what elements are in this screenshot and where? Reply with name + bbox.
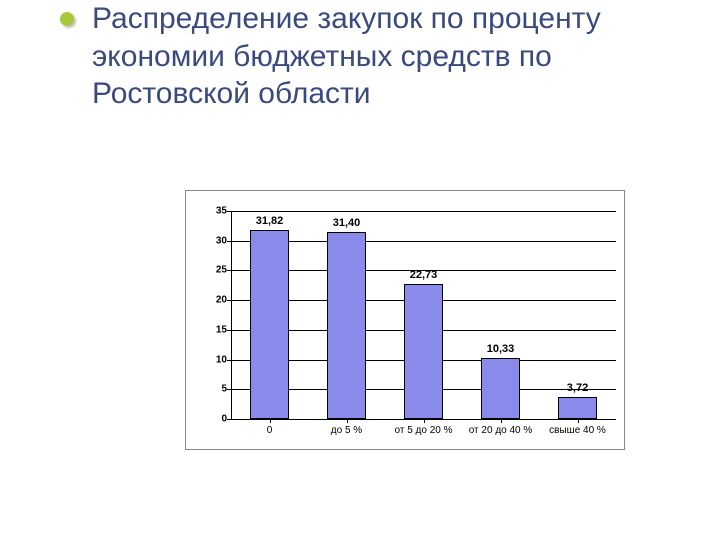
x-axis-label: от 20 до 40 %	[469, 425, 533, 436]
x-axis-label: до 5 %	[331, 425, 362, 436]
title-bullet-icon	[60, 12, 74, 26]
slide-title: Распределение закупок по проценту эконом…	[92, 0, 660, 113]
plot-area: 31,82 31,40 22,73 10,33 3,72	[231, 211, 616, 419]
slide: Распределение закупок по проценту эконом…	[0, 0, 720, 540]
bar	[250, 230, 289, 419]
y-axis-label: 20	[216, 295, 227, 306]
x-axis-label: от 5 до 20 %	[394, 425, 452, 436]
x-tick	[578, 419, 579, 423]
x-axis-label: 0	[267, 425, 273, 436]
bar-value-label: 10,33	[487, 343, 515, 355]
x-axis-labels: 0 до 5 % от 5 до 20 % от 20 до 40 % свыше 40…	[231, 419, 616, 449]
chart: 05101520253035 31,8231,4022,7310,333,72 …	[185, 190, 625, 450]
bar-value-label: 22,73	[410, 269, 438, 281]
bar-value-label: 3,72	[567, 382, 588, 394]
x-tick	[501, 419, 502, 423]
y-axis-label: 30	[216, 235, 227, 246]
bar-value-label: 31,40	[333, 217, 361, 229]
x-tick	[424, 419, 425, 423]
y-axis-label: 25	[216, 265, 227, 276]
x-tick	[270, 419, 271, 423]
bar	[558, 397, 597, 419]
bars: 31,82 31,40 22,73 10,33 3,72	[231, 211, 616, 419]
bar-value-label: 31,82	[256, 215, 284, 227]
bar	[481, 358, 520, 419]
bar	[327, 232, 366, 419]
bar	[404, 284, 443, 419]
y-axis-label: 15	[216, 324, 227, 335]
y-axis-label: 35	[216, 206, 227, 217]
x-tick	[347, 419, 348, 423]
y-axis-label: 10	[216, 354, 227, 365]
title-row: Распределение закупок по проценту эконом…	[60, 0, 660, 113]
y-axis-labels: 05101520253035	[186, 211, 231, 419]
x-axis-label: свыше 40 %	[549, 425, 606, 436]
